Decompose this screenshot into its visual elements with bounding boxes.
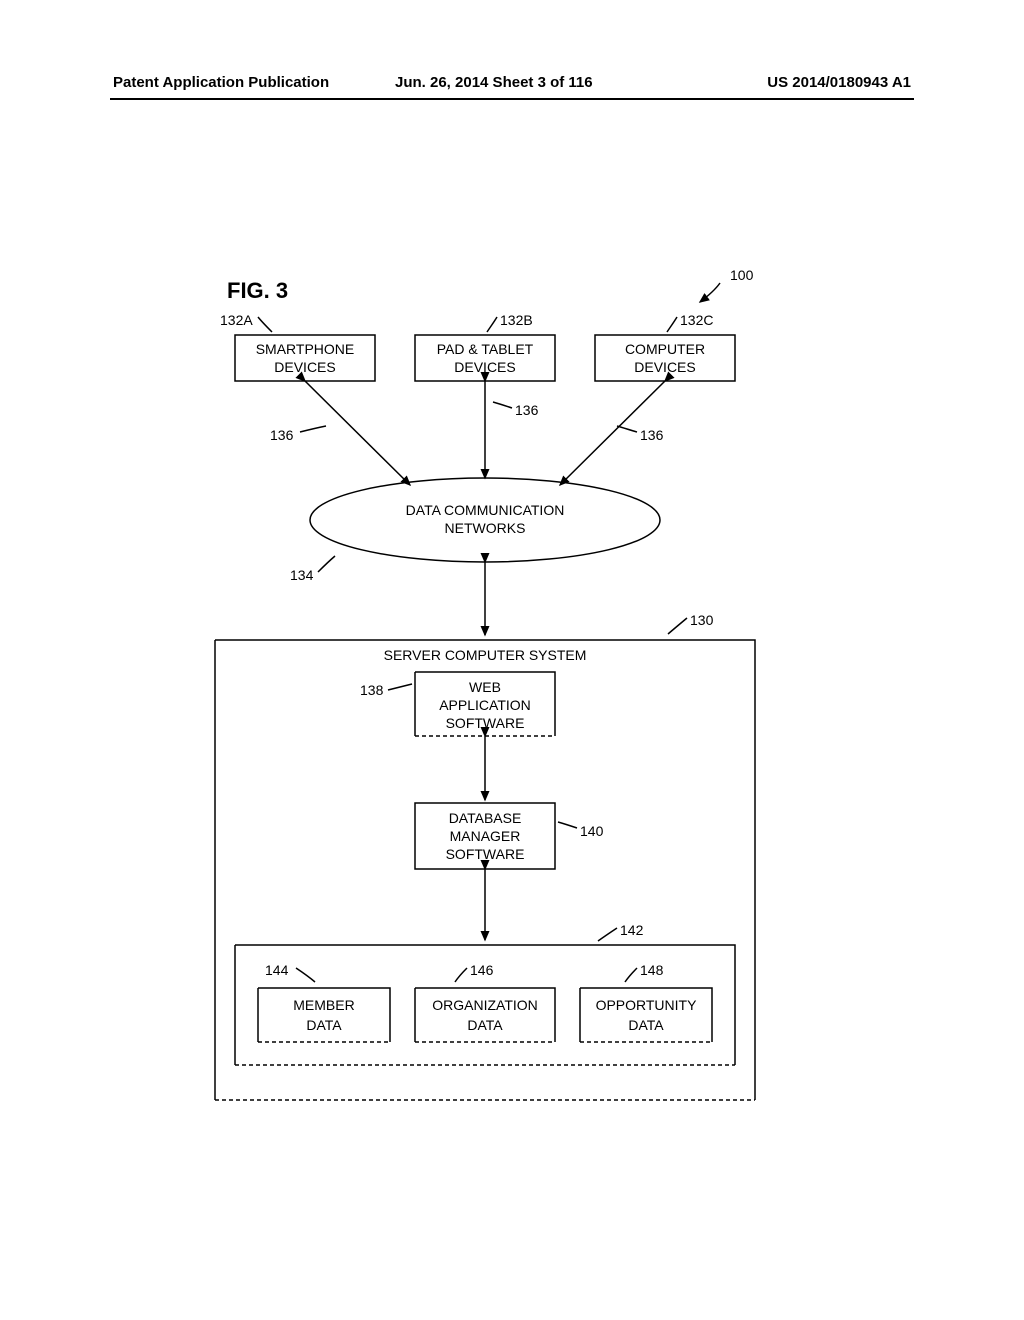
org-data-box: ORGANIZATION DATA: [415, 988, 555, 1042]
svg-text:PAD & TABLET: PAD & TABLET: [437, 341, 534, 357]
link-b: 136: [485, 381, 539, 478]
svg-text:DEVICES: DEVICES: [454, 359, 515, 375]
ref-100: 100: [700, 267, 754, 302]
link-c: 136: [560, 381, 665, 485]
svg-text:MEMBER: MEMBER: [293, 997, 354, 1013]
svg-text:DEVICES: DEVICES: [274, 359, 335, 375]
member-data-box: MEMBER DATA: [258, 988, 390, 1042]
svg-text:APPLICATION: APPLICATION: [439, 697, 531, 713]
link-a: 136: [270, 381, 410, 485]
svg-text:138: 138: [360, 682, 384, 698]
svg-text:DATA: DATA: [628, 1017, 664, 1033]
svg-text:136: 136: [270, 427, 294, 443]
svg-text:132A: 132A: [220, 312, 253, 328]
svg-text:140: 140: [580, 823, 604, 839]
svg-text:MANAGER: MANAGER: [450, 828, 521, 844]
db-manager-box: DATABASE MANAGER SOFTWARE 140: [415, 803, 604, 869]
svg-text:136: 136: [515, 402, 539, 418]
svg-text:DEVICES: DEVICES: [634, 359, 695, 375]
svg-text:SERVER COMPUTER SYSTEM: SERVER COMPUTER SYSTEM: [384, 647, 587, 663]
svg-text:SOFTWARE: SOFTWARE: [446, 715, 525, 731]
svg-text:132B: 132B: [500, 312, 533, 328]
svg-text:132C: 132C: [680, 312, 713, 328]
device-smartphone: SMARTPHONE DEVICES 132A: [220, 312, 375, 381]
device-computer: COMPUTER DEVICES 132C: [595, 312, 735, 381]
device-tablet: PAD & TABLET DEVICES 132B: [415, 312, 555, 381]
svg-text:DATABASE: DATABASE: [449, 810, 522, 826]
network-cloud: DATA COMMUNICATION NETWORKS 134: [290, 478, 660, 583]
figure-title: FIG. 3: [227, 278, 288, 303]
page: Patent Application Publication Jun. 26, …: [0, 0, 1024, 1320]
svg-text:SMARTPHONE: SMARTPHONE: [256, 341, 355, 357]
opp-data-box: OPPORTUNITY DATA: [580, 988, 712, 1042]
svg-text:130: 130: [690, 612, 714, 628]
svg-text:WEB: WEB: [469, 679, 501, 695]
svg-text:ORGANIZATION: ORGANIZATION: [432, 997, 538, 1013]
svg-text:OPPORTUNITY: OPPORTUNITY: [596, 997, 698, 1013]
svg-text:DATA: DATA: [467, 1017, 503, 1033]
data-refs: 144 146 148: [265, 962, 664, 982]
svg-text:COMPUTER: COMPUTER: [625, 341, 705, 357]
data-row: 142: [235, 922, 735, 1065]
svg-text:136: 136: [640, 427, 664, 443]
svg-text:DATA: DATA: [306, 1017, 342, 1033]
svg-text:142: 142: [620, 922, 644, 938]
svg-text:144: 144: [265, 962, 289, 978]
svg-text:DATA COMMUNICATION: DATA COMMUNICATION: [406, 502, 565, 518]
svg-text:146: 146: [470, 962, 494, 978]
svg-text:NETWORKS: NETWORKS: [445, 520, 526, 536]
svg-text:100: 100: [730, 267, 754, 283]
svg-text:148: 148: [640, 962, 664, 978]
web-app-box: WEB APPLICATION SOFTWARE 138: [360, 672, 555, 736]
svg-text:SOFTWARE: SOFTWARE: [446, 846, 525, 862]
diagram-svg: FIG. 3 100 SMARTPHONE DEVICES 132A PAD &…: [0, 0, 1024, 1320]
svg-text:134: 134: [290, 567, 314, 583]
